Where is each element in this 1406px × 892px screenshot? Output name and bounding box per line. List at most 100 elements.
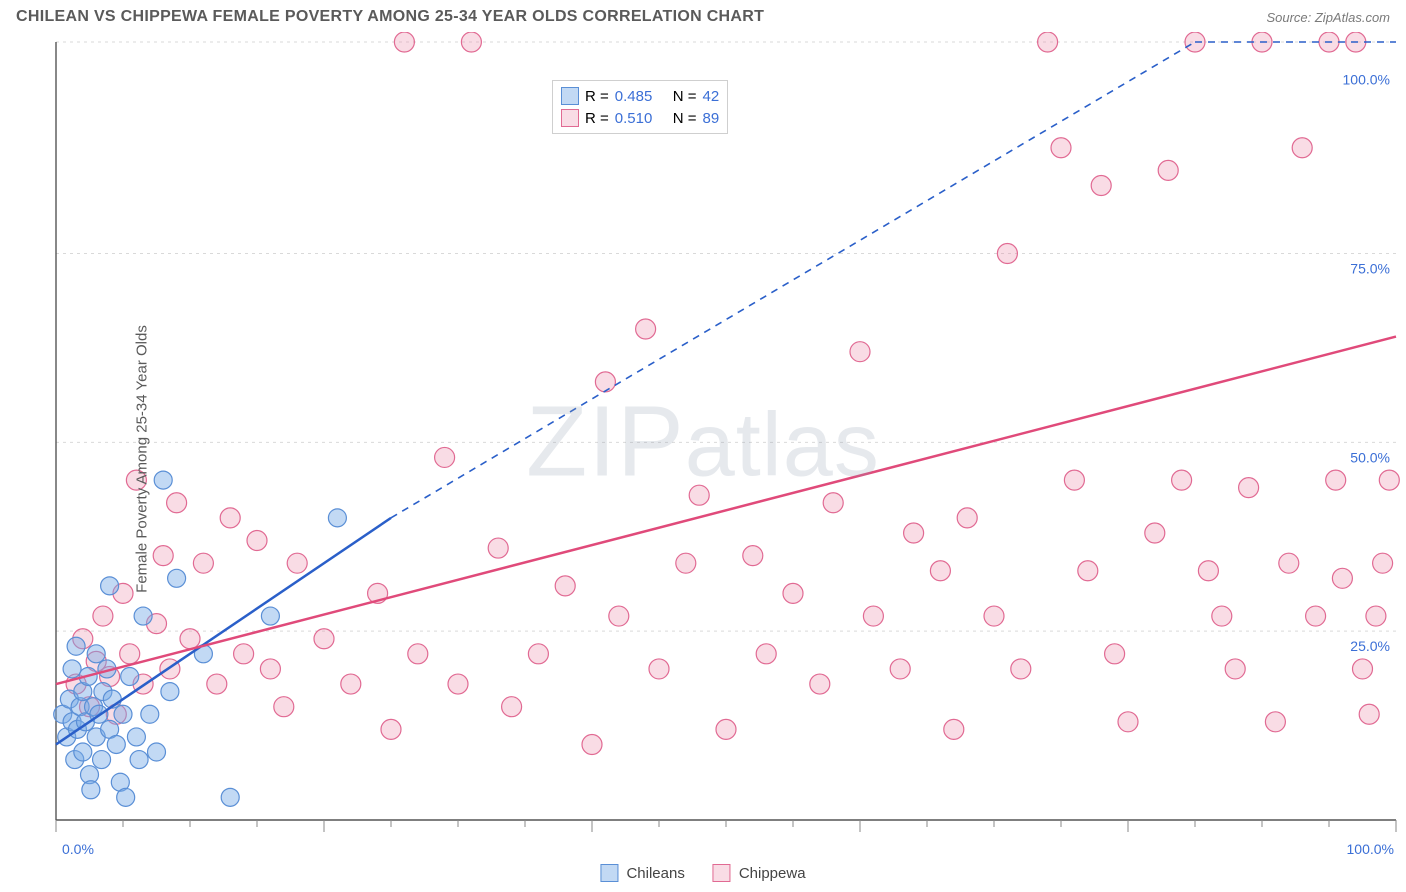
- legend-item: Chippewa: [713, 864, 806, 882]
- r-value: 0.485: [615, 88, 667, 105]
- data-point: [984, 606, 1004, 626]
- stats-row: R =0.485N =42: [561, 85, 719, 107]
- data-point: [1353, 659, 1373, 679]
- n-value: 42: [703, 88, 720, 105]
- data-point: [121, 667, 139, 685]
- data-point: [1038, 32, 1058, 52]
- data-point: [247, 531, 267, 551]
- data-point: [130, 751, 148, 769]
- data-point: [649, 659, 669, 679]
- trend-line: [56, 337, 1396, 684]
- data-point: [435, 447, 455, 467]
- data-point: [328, 509, 346, 527]
- data-point: [141, 705, 159, 723]
- data-point: [1145, 523, 1165, 543]
- data-point: [783, 583, 803, 603]
- legend-swatch-icon: [561, 109, 579, 127]
- data-point: [120, 644, 140, 664]
- data-point: [756, 644, 776, 664]
- data-point: [944, 719, 964, 739]
- data-point: [1359, 704, 1379, 724]
- x-tick-label: 0.0%: [62, 841, 94, 857]
- r-label: R =: [585, 88, 609, 105]
- data-point: [87, 645, 105, 663]
- legend-label: Chileans: [626, 865, 684, 882]
- data-point: [63, 660, 81, 678]
- data-point: [1292, 138, 1312, 158]
- series-legend: Chileans Chippewa: [600, 864, 805, 882]
- data-point: [221, 788, 239, 806]
- data-point: [448, 674, 468, 694]
- page-title: CHILEAN VS CHIPPEWA FEMALE POVERTY AMONG…: [16, 8, 764, 26]
- data-point: [1105, 644, 1125, 664]
- data-point: [1332, 568, 1352, 588]
- data-point: [997, 243, 1017, 263]
- data-point: [823, 493, 843, 513]
- data-point: [341, 674, 361, 694]
- data-point: [67, 637, 85, 655]
- data-point: [287, 553, 307, 573]
- data-point: [1239, 478, 1259, 498]
- r-label: R =: [585, 110, 609, 127]
- data-point: [528, 644, 548, 664]
- data-point: [488, 538, 508, 558]
- data-point: [1091, 176, 1111, 196]
- data-point: [127, 728, 145, 746]
- legend-swatch-icon: [600, 864, 618, 882]
- data-point: [1265, 712, 1285, 732]
- scatter-chart: 0.0%100.0%25.0%50.0%75.0%100.0%: [0, 32, 1406, 886]
- data-point: [168, 569, 186, 587]
- stats-row: R = 0.510 N = 89: [561, 107, 719, 129]
- data-point: [154, 471, 172, 489]
- data-point: [582, 734, 602, 754]
- data-point: [381, 719, 401, 739]
- data-point: [134, 607, 152, 625]
- data-point: [220, 508, 240, 528]
- data-point: [689, 485, 709, 505]
- data-point: [555, 576, 575, 596]
- r-value: 0.510: [615, 110, 667, 127]
- data-point: [107, 735, 125, 753]
- data-point: [180, 629, 200, 649]
- data-point: [394, 32, 414, 52]
- data-point: [117, 788, 135, 806]
- data-point: [957, 508, 977, 528]
- data-point: [167, 493, 187, 513]
- data-point: [1158, 160, 1178, 180]
- data-point: [1051, 138, 1071, 158]
- n-label: N =: [673, 110, 697, 127]
- data-point: [863, 606, 883, 626]
- data-point: [408, 644, 428, 664]
- data-point: [161, 683, 179, 701]
- data-point: [890, 659, 910, 679]
- data-point: [1212, 606, 1232, 626]
- data-point: [114, 705, 132, 723]
- data-point: [207, 674, 227, 694]
- x-tick-label: 100.0%: [1347, 841, 1394, 857]
- data-point: [502, 697, 522, 717]
- data-point: [153, 546, 173, 566]
- y-tick-label: 25.0%: [1350, 638, 1390, 654]
- data-point: [810, 674, 830, 694]
- y-tick-label: 50.0%: [1350, 449, 1390, 465]
- data-point: [148, 743, 166, 761]
- data-point: [1172, 470, 1192, 490]
- legend-swatch-icon: [561, 87, 579, 105]
- data-point: [193, 553, 213, 573]
- data-point: [93, 606, 113, 626]
- data-point: [1366, 606, 1386, 626]
- data-point: [260, 659, 280, 679]
- data-point: [1118, 712, 1138, 732]
- data-point: [595, 372, 615, 392]
- data-point: [1064, 470, 1084, 490]
- y-tick-label: 100.0%: [1343, 72, 1390, 88]
- legend-label: Chippewa: [739, 865, 806, 882]
- data-point: [314, 629, 334, 649]
- data-point: [261, 607, 279, 625]
- legend-swatch-icon: [713, 864, 731, 882]
- data-point: [461, 32, 481, 52]
- data-point: [716, 719, 736, 739]
- data-point: [850, 342, 870, 362]
- n-value: 89: [703, 110, 720, 127]
- data-point: [82, 781, 100, 799]
